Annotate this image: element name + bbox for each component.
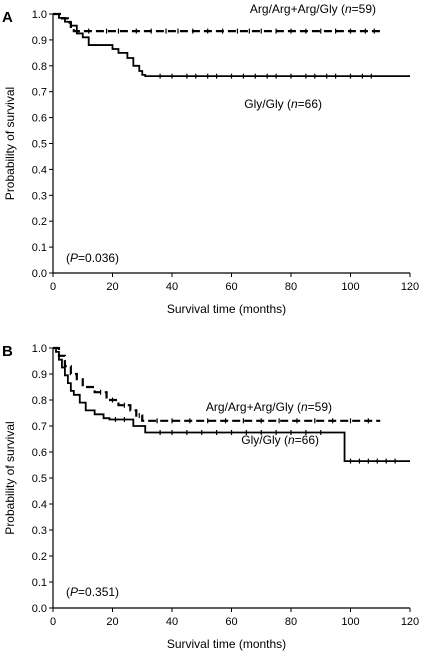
panel-a: A 0.0 0.1 0.2 0.3 0.4 0.5 0.6 0.7 0.8 0.9 1.0 0 20 40 6… [2,2,419,316]
y-tick-label: 0.2 [32,551,47,563]
y-tick-label: 0.3 [32,525,47,537]
y-tick-label: 0.4 [32,164,47,176]
series-label: Arg/Arg+Arg/Gly (n=59) [206,400,332,414]
x-tick-label: 60 [225,281,237,293]
series-label-post: =59) [308,400,332,414]
x-tick-label: 20 [106,616,118,628]
x-tick-label: 0 [50,281,56,293]
x-axis-title: Survival time (months) [167,302,286,316]
x-tick-label: 80 [285,616,297,628]
p-value-annotation: (P=0.351) [66,585,119,599]
x-tick-label: 80 [285,281,297,293]
series-gly-gly: Gly/Gly (n=66) [53,13,410,111]
survival-curve [53,347,410,462]
y-tick-label: 0.8 [32,61,47,73]
y-tick-label: 1.0 [32,343,47,355]
panel-label: A [2,9,13,26]
series-label-pre: Gly/Gly ( [244,97,291,111]
series-label: Gly/Gly (n=66) [241,433,319,447]
p-value-annotation-post: =0.351) [78,585,119,599]
y-tick-label: 0.9 [32,35,47,47]
y-tick-label: 0.6 [32,447,47,459]
x-tick-label: 40 [166,281,178,293]
p-value-annotation-pre: ( [66,251,70,265]
p-value-annotation-italic: P [70,251,78,265]
y-tick-label: 0.1 [32,577,47,589]
x-tick-label: 100 [341,616,359,628]
y-tick-label: 0.5 [32,473,47,485]
series-label-post: =66) [295,433,319,447]
series-label-pre: Arg/Arg+Arg/Gly ( [250,2,345,16]
p-value-annotation-italic: P [70,585,78,599]
series-arg-arg-arg-gly: Arg/Arg+Arg/Gly (n=59) [53,346,381,424]
series-label-italic: n [345,2,352,16]
y-tick-label: 0.8 [32,395,47,407]
x-tick-label: 100 [341,281,359,293]
x-tick-label: 0 [50,616,56,628]
y-tick-label: 0.2 [32,216,47,228]
series-label-pre: Arg/Arg+Arg/Gly ( [206,400,301,414]
x-tick-label: 120 [401,281,419,293]
y-tick-label: 0.5 [32,139,47,151]
y-axis-title: Probability of survival [3,87,17,200]
series-label-italic: n [288,433,295,447]
survival-curve [53,12,381,33]
y-tick-label: 0.7 [32,421,47,433]
y-tick-label: 0.6 [32,113,47,125]
x-tick-label: 40 [166,616,178,628]
y-axis-title: Probability of survival [3,421,17,534]
x-tick-label: 120 [401,616,419,628]
series-label-post: =66) [298,97,322,111]
y-tick-label: 0.7 [32,87,47,99]
y-tick-label: 0.3 [32,190,47,202]
series-label: Gly/Gly (n=66) [244,97,322,111]
panel-b: B 0.0 0.1 0.2 0.3 0.4 0.5 0.6 0.7 0.8 0.9 1.0 0 20 40 6… [2,343,419,651]
series-arg-arg-arg-gly: Arg/Arg+Arg/Gly (n=59) [53,2,381,34]
x-axis-title: Survival time (months) [167,637,286,651]
y-tick-label: 0.1 [32,242,47,254]
panel-label: B [2,343,13,360]
x-tick-label: 60 [225,616,237,628]
y-tick-label: 1.0 [32,9,47,21]
series-gly-gly: Gly/Gly (n=66) [53,347,410,464]
series-label: Arg/Arg+Arg/Gly (n=59) [250,2,376,16]
series-label-post: =59) [352,2,376,16]
survival-curve [53,346,381,422]
series-label-italic: n [301,400,308,414]
x-tick-label: 20 [106,281,118,293]
series-label-italic: n [291,97,298,111]
y-tick-label: 0.4 [32,499,47,511]
y-tick-label: 0.0 [32,603,47,615]
survival-curve [53,13,410,78]
p-value-annotation: (P=0.036) [66,251,119,265]
y-tick-label: 0.0 [32,268,47,280]
p-value-annotation-post: =0.036) [78,251,119,265]
p-value-annotation-pre: ( [66,585,70,599]
y-tick-label: 0.9 [32,369,47,381]
series-label-pre: Gly/Gly ( [241,433,288,447]
